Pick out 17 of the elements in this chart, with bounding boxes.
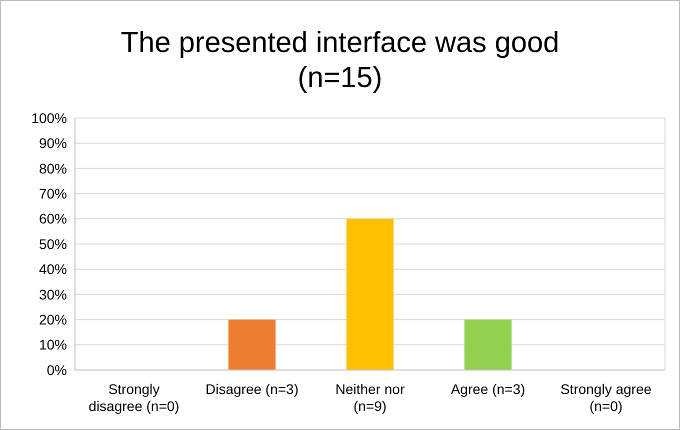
y-tick-label: 50% xyxy=(38,236,67,252)
x-tick-label: Strongly disagree (n=0) xyxy=(88,381,180,414)
y-tick-label: 70% xyxy=(38,186,67,202)
y-tick-label: 20% xyxy=(38,312,67,328)
y-tick-label: 30% xyxy=(38,286,67,302)
chart-title: The presented interface was good (n=15) xyxy=(120,27,560,94)
y-tick-label: 90% xyxy=(38,135,67,152)
x-tick-label: Strongly agree (n=0) xyxy=(560,381,652,414)
y-tick-label: 40% xyxy=(38,261,67,278)
y-tick-label: 10% xyxy=(38,336,67,353)
y-tick-label: 80% xyxy=(38,160,67,176)
x-tick-label: Agree (n=3) xyxy=(450,381,526,397)
y-tick-label: 100% xyxy=(31,110,67,126)
x-tick-label: Disagree (n=3) xyxy=(206,381,298,397)
y-tick-label: 60% xyxy=(38,210,67,227)
y-tick-label: 0% xyxy=(46,362,67,378)
x-tick-label: Neither nor (n=9) xyxy=(335,381,405,414)
